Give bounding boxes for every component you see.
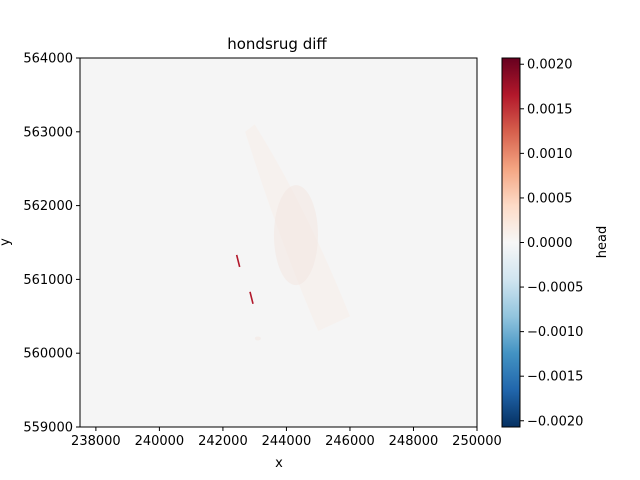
y-axis-label: y	[0, 238, 13, 246]
chart-title: hondsrug diff	[227, 35, 327, 53]
colorbar-tick-label: −0.0005	[527, 281, 583, 296]
colorbar-tick-label: 0.0015	[527, 102, 573, 117]
y-tick-label: 562000	[23, 199, 73, 214]
colorbar-tick-label: 0.0005	[527, 191, 573, 206]
colorbar-tick-label: 0.0010	[527, 147, 573, 162]
colorbar-tick-label: 0.0020	[527, 58, 573, 73]
x-tick-label: 240000	[135, 434, 185, 449]
diff-field	[235, 124, 350, 341]
diff-hotspot	[235, 254, 241, 268]
y-tick-label: 561000	[23, 273, 73, 288]
x-tick-label: 242000	[198, 434, 248, 449]
x-tick-label: 248000	[389, 434, 439, 449]
y-tick-label: 564000	[23, 52, 73, 67]
colorbar-tick-label: −0.0020	[527, 414, 583, 429]
colorbar	[501, 57, 521, 428]
diff-hotspot	[254, 336, 261, 341]
colorbar-tick-label: −0.0010	[527, 325, 583, 340]
y-tick-label: 563000	[23, 125, 73, 140]
x-tick-label: 238000	[71, 434, 121, 449]
x-tick-label: 250000	[452, 434, 502, 449]
colorbar-tick-label: 0.0000	[527, 236, 573, 251]
diff-hotspot	[273, 185, 318, 286]
x-tick-label: 246000	[325, 434, 375, 449]
y-axis: 559000 560000 561000 562000 563000 564000	[23, 52, 80, 436]
y-tick-label: 560000	[23, 347, 73, 362]
colorbar-axis: −0.0020 −0.0015 −0.0010 −0.0005 0.0000 0.0005…	[520, 58, 583, 429]
colorbar-tick-label: −0.0015	[527, 370, 583, 385]
y-tick-label: 559000	[23, 421, 73, 436]
x-axis-label: x	[275, 456, 283, 471]
diff-hotspot	[249, 291, 254, 305]
plot-frame	[79, 57, 478, 428]
colorbar-label: head	[595, 226, 610, 258]
x-axis: 238000 240000 242000 244000 246000 248000 2500…	[71, 427, 502, 449]
x-tick-label: 244000	[262, 434, 312, 449]
